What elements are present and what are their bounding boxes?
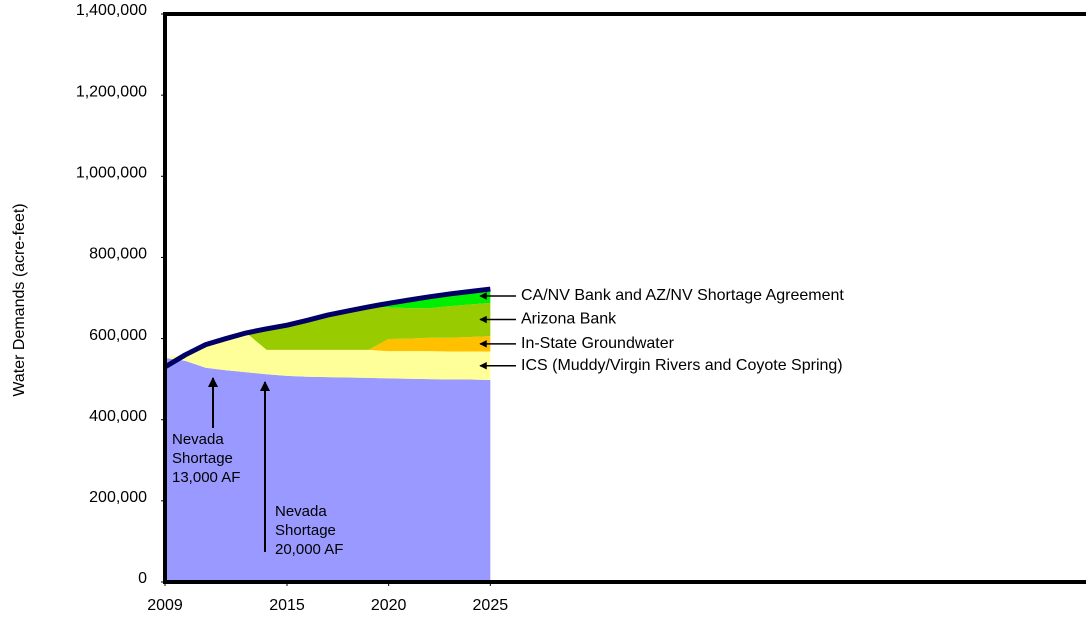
y-tick-label: 1,000,000 [76, 165, 147, 182]
y-tick-label: 1,200,000 [76, 83, 147, 100]
y-tick-label: 1,400,000 [76, 2, 147, 19]
annotation-text: Nevada [172, 431, 224, 448]
series-label: ICS (Muddy/Virgin Rivers and Coyote Spri… [521, 357, 843, 374]
series-label: Arizona Bank [521, 311, 617, 328]
y-tick-label: 800,000 [89, 246, 147, 263]
area [165, 302, 491, 359]
x-tick-label: 2009 [147, 597, 183, 614]
area [165, 332, 491, 359]
annotation-text: Shortage [172, 450, 233, 467]
y-tick-label: 600,000 [89, 327, 147, 344]
area [165, 289, 491, 359]
area [165, 358, 491, 582]
series-label: CA/NV Bank and AZ/NV Shortage Agreement [521, 287, 844, 304]
x-tick-label: 2020 [371, 597, 407, 614]
total-line [163, 286, 491, 370]
y-axis-label: Water Demands (acre-feet) [11, 203, 28, 396]
annotation-text: Nevada [275, 503, 327, 520]
area [165, 332, 491, 380]
y-tick-label: 400,000 [89, 408, 147, 425]
y-tick-label: 200,000 [89, 489, 147, 506]
x-tick-label: 2015 [269, 597, 305, 614]
y-tick-label: 0 [138, 570, 147, 587]
annotation-text: 20,000 AF [275, 541, 343, 558]
annotation-text: Shortage [275, 522, 336, 539]
x-tick-label: 2025 [473, 597, 509, 614]
series-label: In-State Groundwater [521, 335, 675, 352]
annotation-text: 13,000 AF [172, 469, 240, 486]
